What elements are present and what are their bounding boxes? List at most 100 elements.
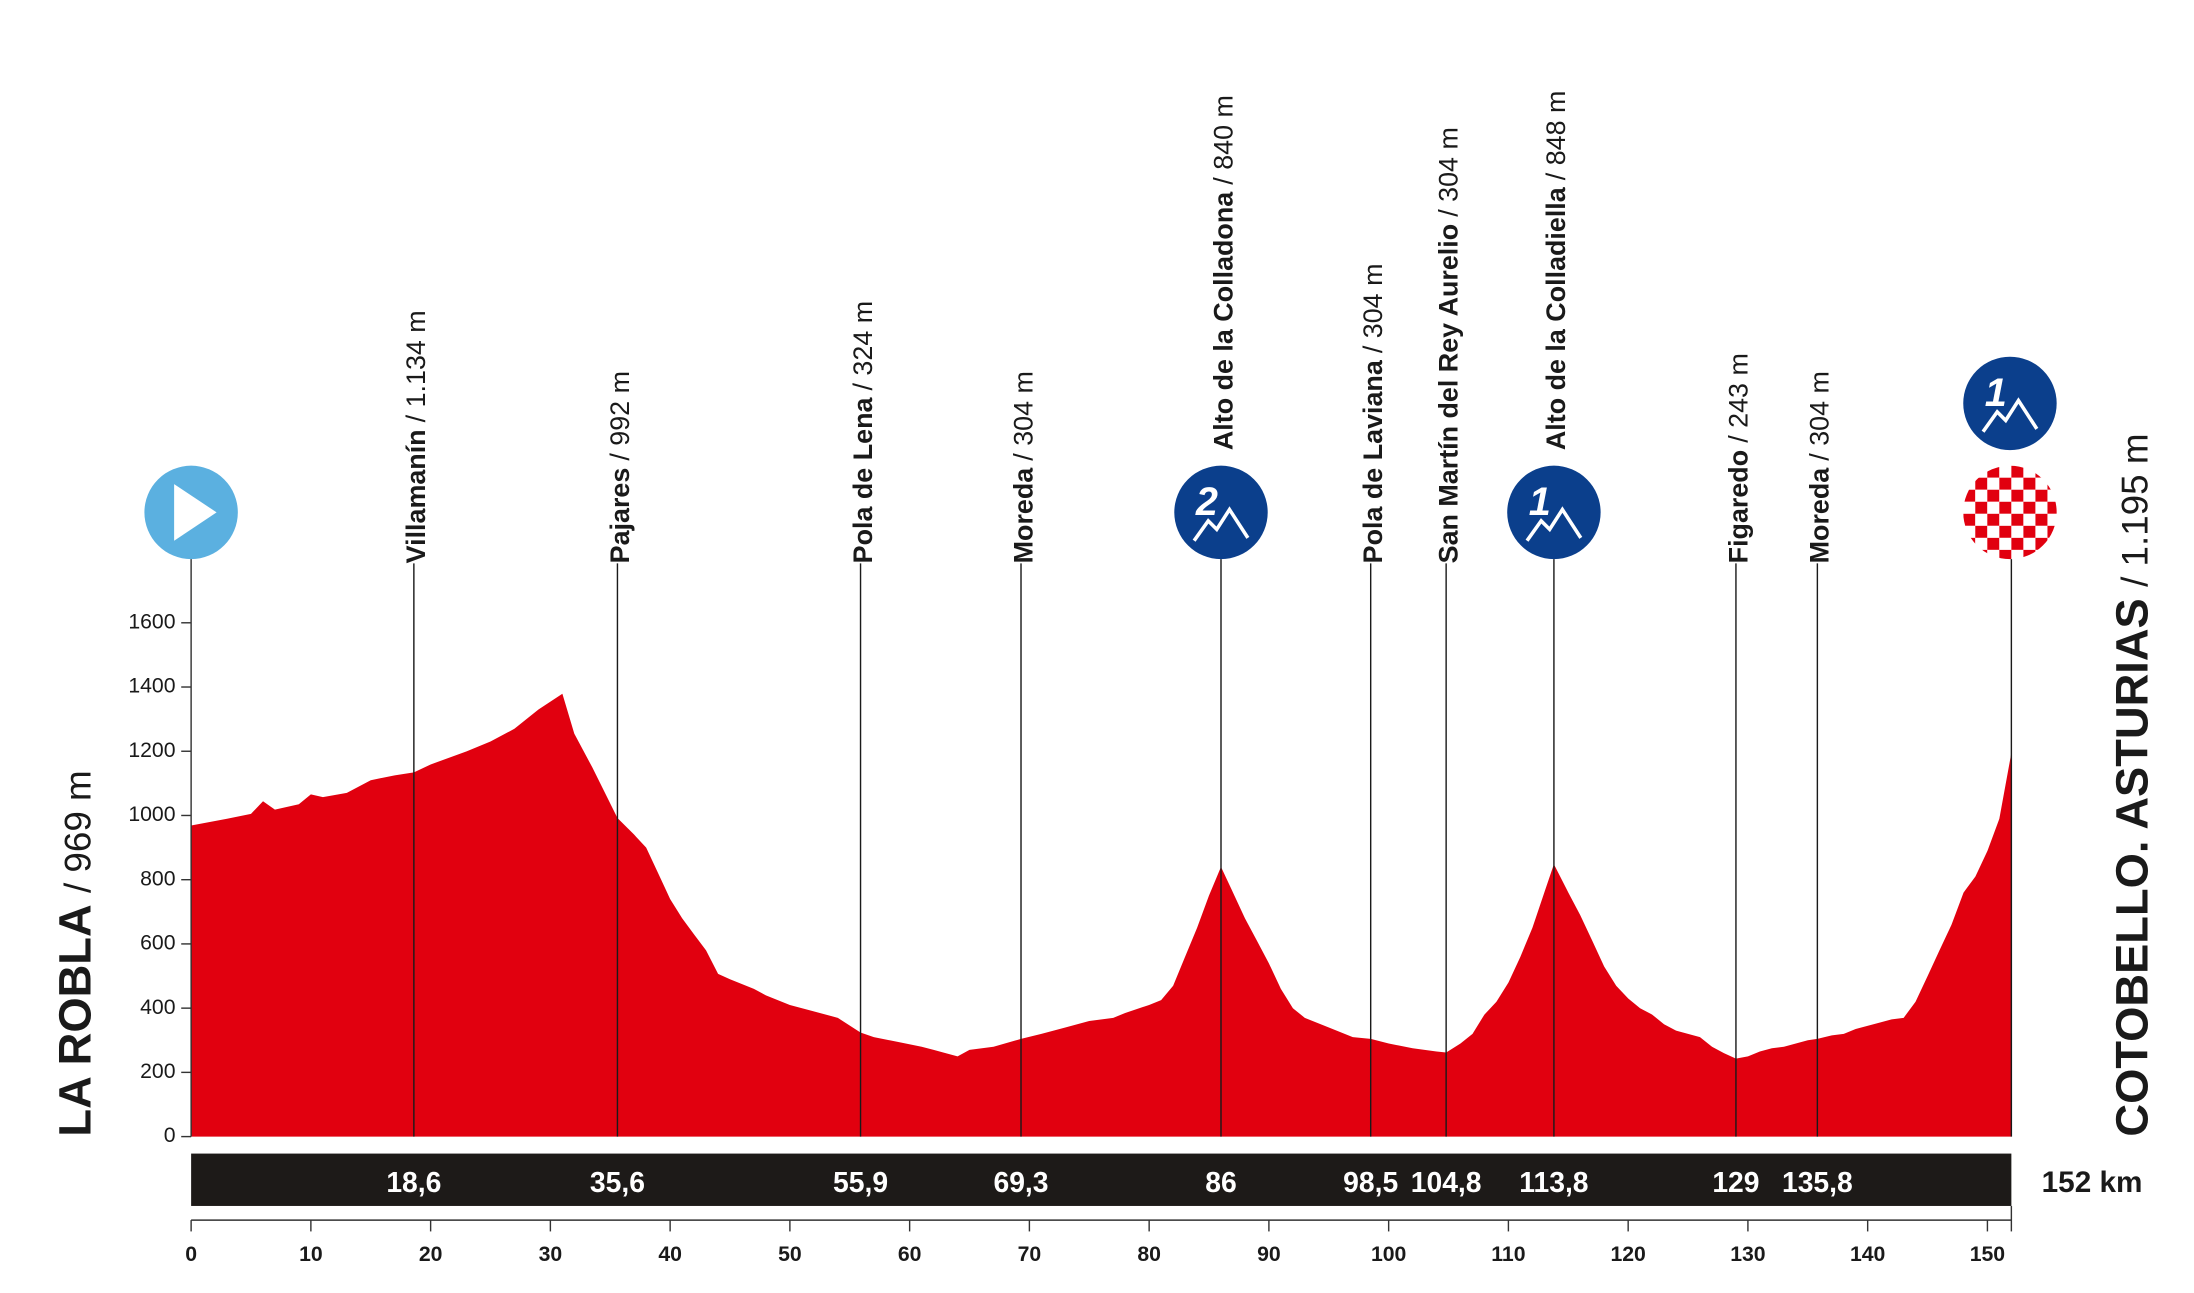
start-label: LA ROBLA / 969 m <box>50 770 101 1136</box>
km-bar <box>191 1153 2012 1206</box>
flag-square <box>2023 501 2036 514</box>
waypoint-name: San Martín del Rey Aurelio <box>1433 224 1463 564</box>
flag-square <box>2011 477 2024 490</box>
category-icon <box>1963 356 2057 451</box>
x-tick-label: 90 <box>1257 1243 1281 1266</box>
waypoint-label: San Martín del Rey Aurelio / 304 m <box>1433 127 1463 563</box>
flag-square <box>1987 489 2000 502</box>
y-tick-label: 1400 <box>128 675 175 698</box>
y-tick-label: 200 <box>140 1060 175 1083</box>
flag-square <box>1975 537 1988 550</box>
flag-square <box>1987 537 2000 550</box>
x-tick-label: 30 <box>539 1243 563 1266</box>
waypoint-label: Pajares / 992 m <box>605 371 635 563</box>
flag-square <box>1987 465 2000 478</box>
start-altitude: / 969 m <box>58 770 99 893</box>
flag-square <box>2023 513 2036 526</box>
flag-square <box>2011 501 2024 514</box>
waypoint-altitude: / 304 m <box>1358 263 1388 353</box>
x-tick-label: 60 <box>898 1243 922 1266</box>
flag-square <box>2011 489 2024 502</box>
flag-square <box>2035 465 2048 478</box>
flag-square <box>1999 537 2012 550</box>
start-arrow <box>174 484 217 541</box>
y-tick-label: 1600 <box>128 610 175 633</box>
mountain <box>1192 506 1250 542</box>
flag-square <box>2035 477 2048 490</box>
flag-square <box>1963 489 1976 502</box>
flag-square <box>2047 477 2057 490</box>
flag-square <box>2023 477 2036 490</box>
waypoint-name: Villamanín <box>401 429 431 563</box>
flag-square <box>2047 525 2057 538</box>
flag-square <box>1987 549 2000 560</box>
finish-altitude: / 1.195 m <box>2114 434 2155 587</box>
flag-square <box>1975 489 1988 502</box>
waypoint-name: Pola de Laviana <box>1358 359 1388 563</box>
x-tick-label: 10 <box>299 1243 323 1266</box>
x-tick-label: 130 <box>1730 1243 1765 1266</box>
flag-square <box>1975 513 1988 526</box>
waypoint-label: Pola de Lena / 324 m <box>848 301 878 563</box>
x-tick-label: 110 <box>1491 1243 1525 1266</box>
waypoint-name: Moreda <box>1805 467 1835 564</box>
x-tick-label: 40 <box>658 1243 682 1266</box>
y-tick-label: 1200 <box>128 739 175 762</box>
flag-square <box>1963 537 1976 550</box>
finish-distance: 152 km <box>2042 1166 2143 1199</box>
x-tick-label: 100 <box>1371 1243 1406 1266</box>
waypoint-km: 35,6 <box>590 1166 645 1198</box>
x-tick-label: 70 <box>1018 1243 1042 1266</box>
flag-square <box>2047 489 2057 502</box>
category-icon <box>1174 465 1268 560</box>
flag-square <box>2023 489 2036 502</box>
x-tick-label: 120 <box>1610 1243 1645 1266</box>
waypoint-km: 113,8 <box>1519 1166 1588 1198</box>
flag-square <box>2047 465 2057 478</box>
x-tick-label: 140 <box>1850 1243 1885 1266</box>
flag-square <box>1975 465 1988 478</box>
y-tick-label: 600 <box>140 932 175 955</box>
flag-square <box>2035 513 2048 526</box>
finish-flag <box>1963 465 2057 560</box>
waypoint-altitude: / 848 m <box>1541 91 1571 181</box>
waypoint-name: Alto de la Colladiella <box>1541 186 1571 450</box>
y-tick-label: 400 <box>140 996 175 1019</box>
waypoint-km: 135,8 <box>1782 1166 1853 1198</box>
waypoint-name: Moreda <box>1008 467 1038 564</box>
waypoint-name: Pola de Lena <box>848 397 878 564</box>
waypoint-name: Alto de la Colladona <box>1208 191 1238 450</box>
x-tick-label: 150 <box>1970 1243 2005 1266</box>
waypoint-label: Moreda / 304 m <box>1805 371 1835 563</box>
flag-square <box>2011 537 2024 550</box>
finish-name: COTOBELLO. ASTURIAS <box>2106 598 2157 1136</box>
flag-square <box>1987 477 2000 490</box>
start-name: LA ROBLA <box>50 904 101 1136</box>
flag-square <box>1963 513 1976 526</box>
flag-square <box>1999 501 2012 514</box>
category-number: 1 <box>1985 371 2007 415</box>
elevation-area <box>191 693 2012 1137</box>
waypoint-altitude: / 304 m <box>1433 127 1463 217</box>
flag-square <box>2047 537 2057 550</box>
category-number: 2 <box>1195 480 1218 524</box>
mountain <box>1525 506 1583 542</box>
waypoint-name: Pajares <box>605 468 635 564</box>
flag-square <box>1963 525 1976 538</box>
flag-square <box>1999 525 2012 538</box>
waypoint-label: Moreda / 304 m <box>1008 371 1038 563</box>
waypoint-km: 55,9 <box>833 1166 888 1198</box>
waypoint-label: Alto de la Colladiella / 848 m <box>1541 91 1571 451</box>
flag-square <box>2011 525 2024 538</box>
flag-square <box>1987 525 2000 538</box>
flag-square <box>1975 477 1988 490</box>
flag-square <box>2047 549 2057 560</box>
y-tick-label: 800 <box>140 867 175 890</box>
x-tick-label: 50 <box>778 1243 802 1266</box>
waypoint-altitude: / 324 m <box>848 301 878 391</box>
waypoint-altitude: / 840 m <box>1208 95 1238 185</box>
flag-square <box>1987 501 2000 514</box>
waypoint-km: 104,8 <box>1411 1166 1482 1198</box>
waypoint-label: Alto de la Colladona / 840 m <box>1208 95 1238 450</box>
